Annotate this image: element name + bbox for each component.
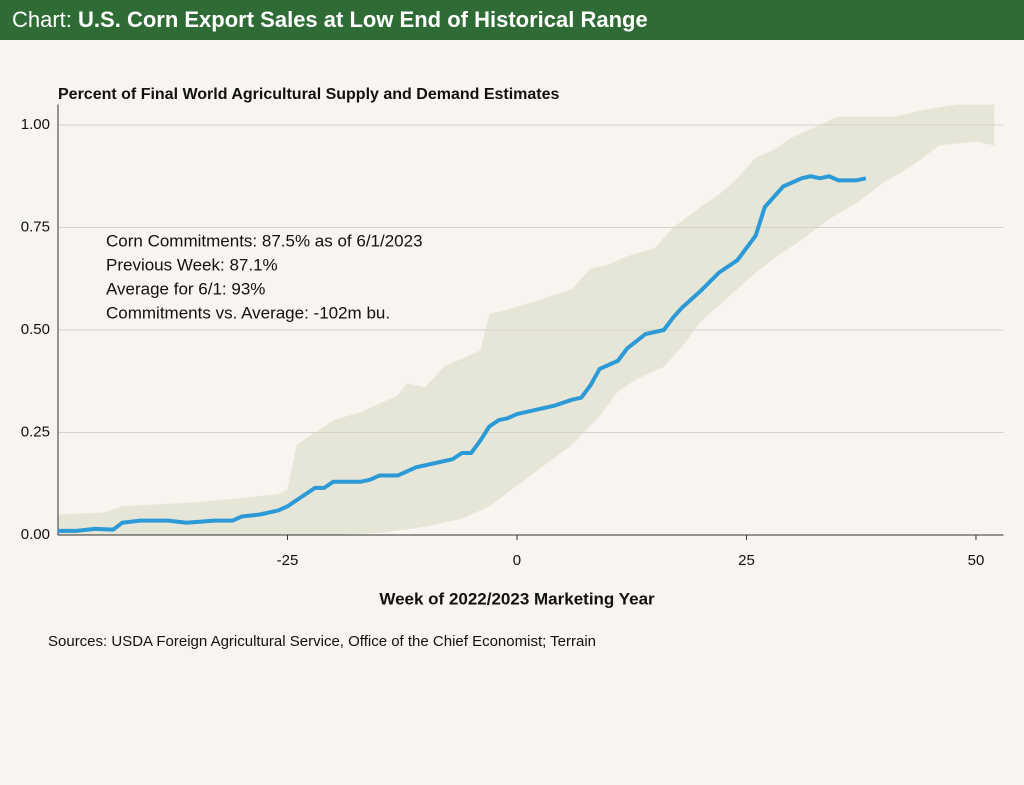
x-tick-label: 0 [513, 552, 521, 569]
source: Sources: USDA Foreign Agricultural Servi… [48, 633, 596, 650]
y-tick-label: 0.25 [21, 423, 50, 440]
chart: Percent of Final World Agricultural Supp… [21, 86, 1004, 650]
range-band [58, 104, 995, 535]
annotation: Corn Commitments: 87.5% as of 6/1/2023 [106, 231, 423, 250]
annotation: Commitments vs. Average: -102m bu. [106, 303, 390, 322]
chart-subtitle: Percent of Final World Agricultural Supp… [58, 86, 560, 103]
header-title: U.S. Corn Export Sales at Low End of His… [78, 7, 648, 32]
x-tick-label: 50 [968, 552, 985, 569]
x-tick-label: -25 [277, 552, 299, 569]
annotation: Average for 6/1: 93% [106, 279, 265, 298]
y-tick-label: 0.50 [21, 321, 50, 338]
y-tick-label: 0.75 [21, 218, 50, 235]
header: Chart: U.S. Corn Export Sales at Low End… [0, 0, 1024, 40]
annotation: Previous Week: 87.1% [106, 255, 278, 274]
x-tick-label: 25 [738, 552, 755, 569]
y-tick-label: 1.00 [21, 116, 50, 133]
y-tick-label: 0.00 [21, 526, 50, 543]
x-axis-label: Week of 2022/2023 Marketing Year [379, 589, 655, 608]
header-prefix: Chart: [12, 7, 72, 32]
data-line [58, 174, 867, 533]
